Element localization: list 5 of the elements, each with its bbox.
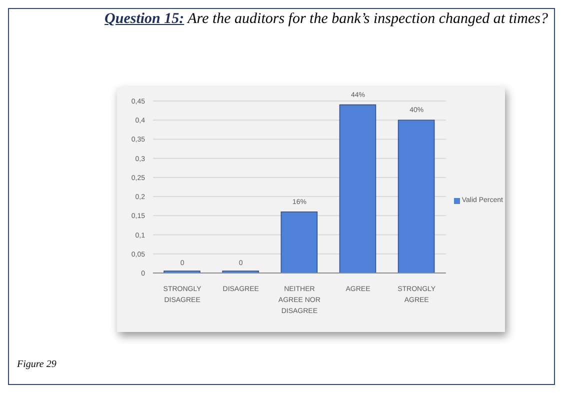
caption: Figure 29 [17, 359, 56, 370]
chart-title: Question 15: Are the auditors for the bank’s inspection changed at times? [104, 11, 548, 27]
bar [339, 104, 376, 273]
bar [280, 211, 318, 273]
bar [398, 120, 435, 273]
